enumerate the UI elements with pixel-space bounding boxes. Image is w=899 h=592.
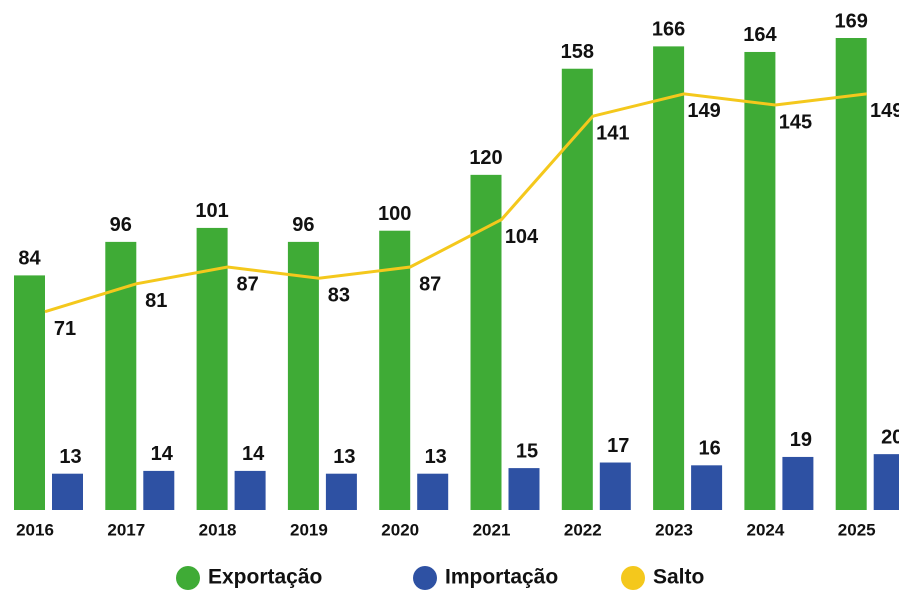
data-label: 87	[419, 273, 441, 295]
data-label: 84	[18, 248, 41, 270]
x-tick-label: 2017	[107, 520, 145, 539]
data-label: 81	[145, 290, 167, 312]
bar	[143, 470, 175, 510]
legend-marker	[413, 566, 437, 590]
x-tick-label: 2021	[473, 520, 511, 539]
bar	[14, 275, 45, 510]
bar	[599, 462, 631, 510]
legend-label: Exportação	[208, 566, 322, 589]
data-label: 145	[779, 111, 812, 133]
x-tick-label: 2019	[290, 520, 328, 539]
data-label: 149	[687, 100, 720, 122]
x-tick-label: 2024	[746, 520, 784, 539]
data-label: 17	[607, 435, 629, 457]
bar	[508, 468, 540, 510]
bar	[52, 473, 83, 510]
legend-label: Salto	[653, 566, 704, 589]
data-label: 100	[378, 203, 411, 225]
bar	[873, 454, 899, 510]
bar	[691, 465, 723, 510]
bar	[234, 470, 266, 510]
data-label: 71	[54, 318, 76, 340]
bar	[287, 241, 319, 510]
data-label: 141	[596, 122, 629, 144]
bar	[379, 230, 411, 510]
line	[44, 92, 867, 314]
bar	[561, 68, 593, 510]
data-label: 149	[870, 100, 899, 122]
data-label: 19	[790, 429, 812, 451]
x-tick-label: 2020	[381, 520, 419, 539]
data-label: 13	[59, 446, 81, 468]
data-label: 104	[505, 226, 539, 248]
bar	[835, 38, 867, 510]
x-tick-label: 2025	[838, 520, 876, 539]
bar	[744, 51, 776, 510]
data-label: 164	[743, 24, 777, 46]
data-label: 13	[425, 446, 447, 468]
bar	[417, 473, 449, 510]
data-label: 87	[236, 273, 258, 295]
bar	[325, 473, 357, 510]
data-label: 96	[110, 214, 132, 236]
x-tick-label: 2023	[655, 520, 693, 539]
data-label: 14	[151, 443, 174, 465]
bar	[470, 174, 502, 511]
legend-marker	[176, 566, 200, 590]
data-label: 83	[328, 284, 350, 306]
x-tick-label: 2018	[199, 520, 237, 539]
legend-marker	[621, 566, 645, 590]
data-label: 13	[333, 446, 355, 468]
data-label: 14	[242, 443, 265, 465]
x-tick-label: 2022	[564, 520, 602, 539]
bar	[653, 46, 685, 511]
data-label: 120	[469, 147, 502, 169]
data-label: 169	[835, 10, 868, 32]
x-tick-label: 2016	[16, 520, 54, 539]
bar	[196, 227, 228, 510]
data-label: 15	[516, 440, 538, 462]
bar	[782, 456, 814, 510]
data-label: 166	[652, 19, 685, 41]
data-label: 20	[881, 426, 899, 448]
data-label: 96	[292, 214, 314, 236]
data-label: 158	[561, 41, 594, 63]
data-label: 16	[698, 438, 720, 460]
data-label: 101	[195, 200, 228, 222]
bar	[105, 241, 137, 510]
legend-label: Importação	[445, 566, 558, 589]
